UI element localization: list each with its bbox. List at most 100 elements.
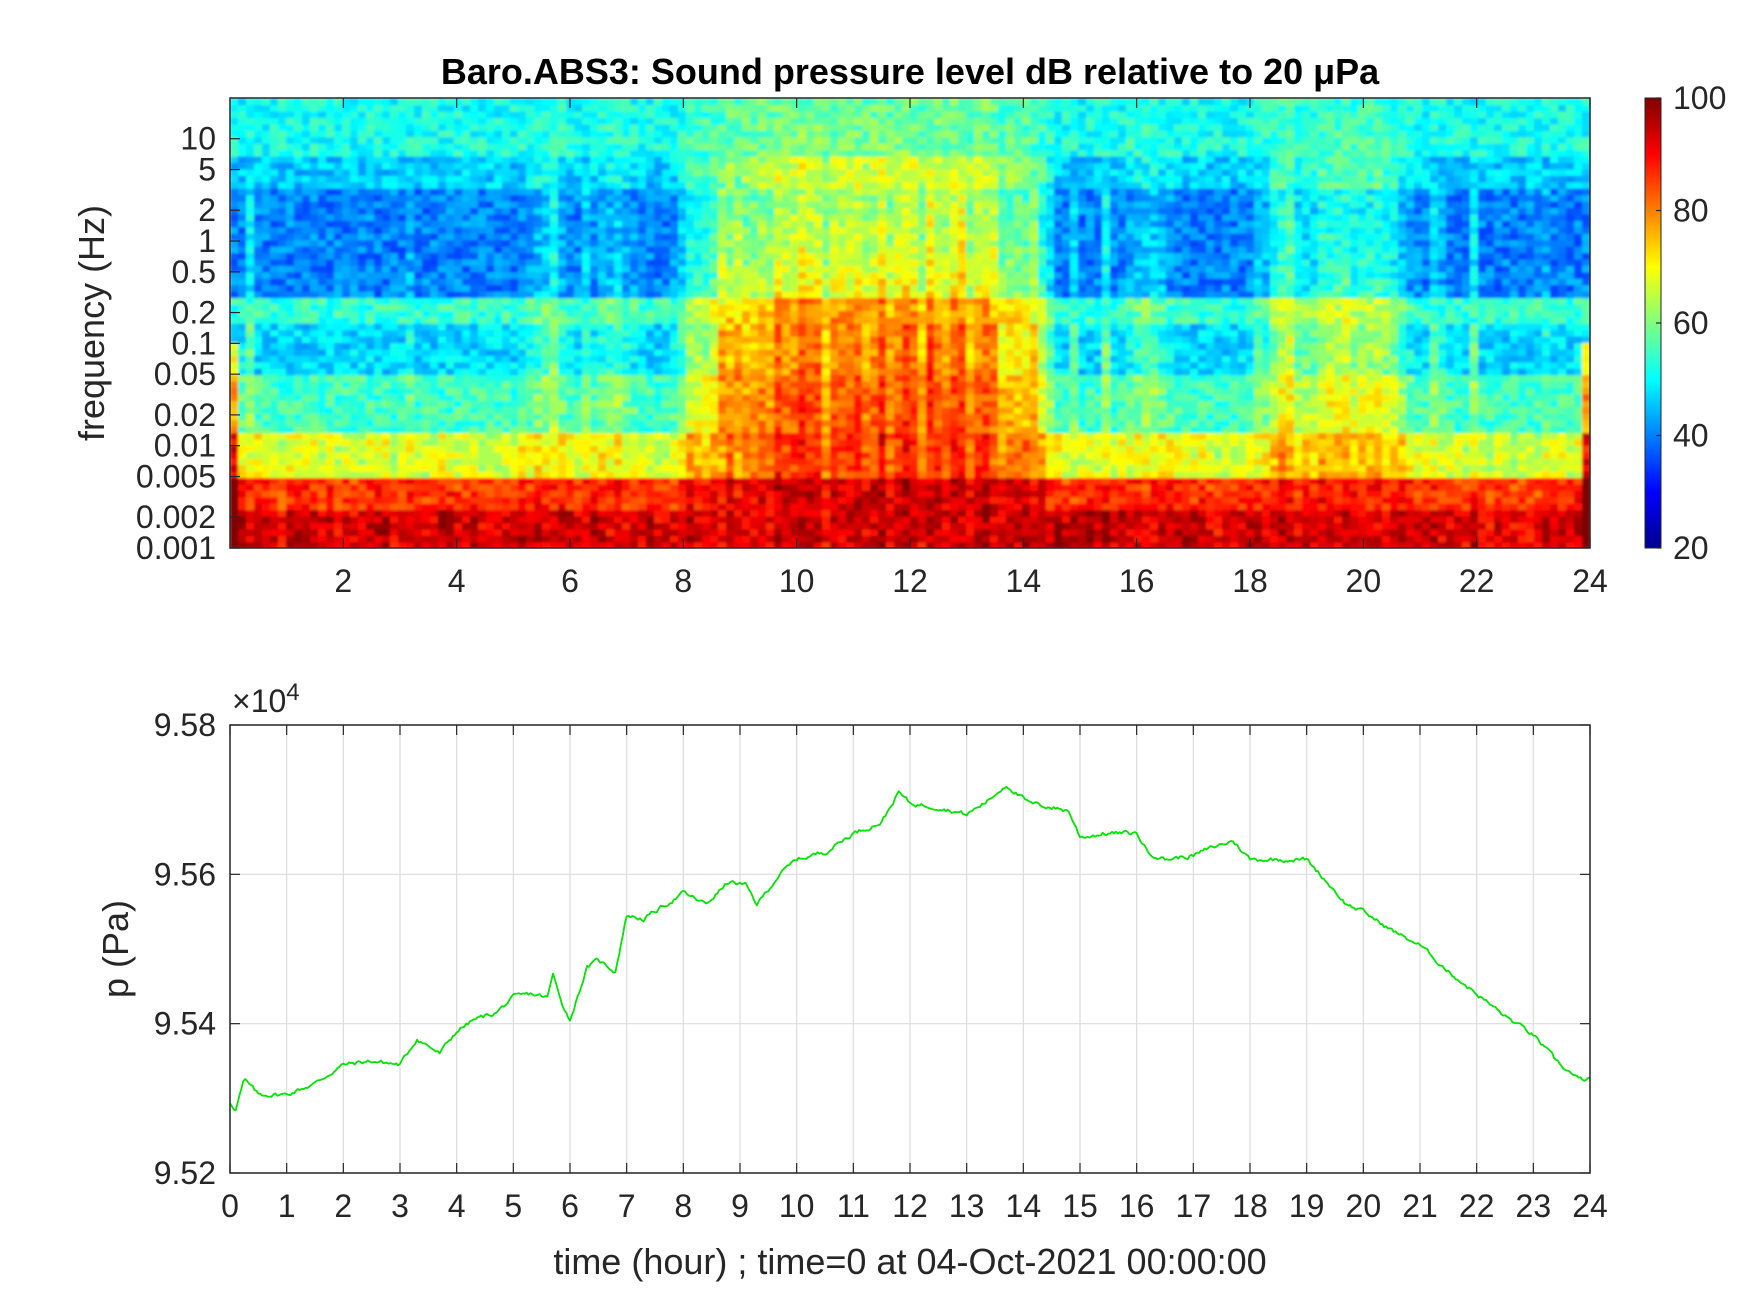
spectrogram-cell xyxy=(654,155,663,164)
spectrogram-cell xyxy=(590,535,599,543)
spectrogram-cell xyxy=(678,175,687,183)
spectrogram-cell xyxy=(670,515,679,524)
spectrogram-cell xyxy=(598,110,607,119)
spectrogram-cell xyxy=(790,136,799,144)
spectrogram-cell xyxy=(302,303,311,311)
spectrogram-cell xyxy=(630,194,639,202)
spectrogram-cell xyxy=(622,278,631,286)
spectrogram-cell xyxy=(734,470,743,479)
spectrogram-cell xyxy=(502,207,511,215)
spectrogram-cell xyxy=(782,400,791,408)
spectrogram-cell xyxy=(590,117,599,125)
spectrogram-cell xyxy=(718,284,727,292)
spectrogram-cell xyxy=(422,323,431,331)
spectrogram-cell xyxy=(542,310,551,318)
spectrogram-cell xyxy=(790,310,799,318)
spectrogram-cell xyxy=(294,188,303,196)
spectrogram-cell xyxy=(702,233,711,241)
spectrogram-cell xyxy=(774,348,783,356)
spectrogram-cell xyxy=(534,284,543,292)
spectrogram-cell xyxy=(550,143,559,151)
spectrogram-cell xyxy=(734,168,743,176)
spectrogram-cell xyxy=(670,233,679,241)
spectrogram-cell xyxy=(606,464,615,472)
spectrogram-cell xyxy=(606,155,615,164)
spectrogram-cell xyxy=(334,522,343,530)
spectrogram-cell xyxy=(766,130,775,138)
spectrogram-cell xyxy=(398,458,407,466)
spectrogram-cell xyxy=(646,522,655,530)
spectrogram-cell xyxy=(318,290,327,299)
spectrogram-cell xyxy=(798,387,807,395)
spectrogram-cell xyxy=(638,425,647,434)
spectrogram-cell xyxy=(366,413,375,421)
spectrogram-cell xyxy=(734,149,743,157)
spectrogram-cell xyxy=(534,445,543,453)
spectrogram-cell xyxy=(366,483,375,491)
spectrogram-cell xyxy=(350,528,359,536)
spectrogram-cell xyxy=(726,503,735,511)
spectrogram-cell xyxy=(422,522,431,530)
spectrogram-cell xyxy=(646,451,655,459)
spectrogram-cell xyxy=(550,393,559,401)
spectrogram-cell xyxy=(374,413,383,421)
spectrogram-cell xyxy=(374,258,383,266)
spectrogram-cell xyxy=(486,245,495,254)
spectrogram-cell xyxy=(262,297,271,305)
spectrogram-cell xyxy=(366,374,375,382)
spectrogram-cell xyxy=(758,258,767,266)
spectrogram-cell xyxy=(774,155,783,164)
spectrogram-cell xyxy=(502,387,511,395)
spectrogram-cell xyxy=(270,239,279,247)
spectrogram-cell xyxy=(382,438,391,446)
spectrogram-cell xyxy=(766,155,775,164)
spectrogram-cell xyxy=(654,110,663,119)
spectrogram-cell xyxy=(462,130,471,138)
spectrogram-cell xyxy=(414,522,423,530)
spectrogram-cell xyxy=(582,143,591,151)
spectrogram-cell xyxy=(694,348,703,356)
spectrogram-cell xyxy=(798,458,807,466)
spectrogram-cell xyxy=(366,419,375,427)
spectrogram-cell xyxy=(630,98,639,106)
spectrogram-cell xyxy=(654,535,663,543)
spectrogram-cell xyxy=(758,110,767,119)
spectrogram-cell xyxy=(686,387,695,395)
spectrogram-cell xyxy=(462,496,471,504)
spectrogram-cell xyxy=(574,528,583,536)
spectrogram-cell xyxy=(390,110,399,119)
spectrogram-cell xyxy=(342,271,351,279)
spectrogram-cell xyxy=(686,290,695,299)
spectrogram-cell xyxy=(638,438,647,446)
spectrogram-cell xyxy=(550,425,559,434)
spectrogram-cell xyxy=(574,477,583,485)
spectrogram-cell xyxy=(678,413,687,421)
spectrogram-cell xyxy=(590,290,599,299)
spectrogram-cell xyxy=(230,535,239,543)
spectrogram-cell xyxy=(758,194,767,202)
spectrogram-cell xyxy=(678,130,687,138)
spectrogram-cell xyxy=(678,432,687,440)
spectrogram-cell xyxy=(534,509,543,517)
spectrogram-cell xyxy=(334,284,343,292)
spectrogram-cell xyxy=(598,297,607,305)
spectrogram-cell xyxy=(502,515,511,524)
spectrogram-cell xyxy=(718,374,727,382)
spectrogram-cell xyxy=(734,445,743,453)
spectrogram-cell xyxy=(774,284,783,292)
spectrogram-cell xyxy=(590,323,599,331)
spectrogram-cell xyxy=(366,528,375,536)
spectrogram-cell xyxy=(694,258,703,266)
spectrogram-cell xyxy=(446,438,455,446)
spectrogram-cell xyxy=(750,528,759,536)
spectrogram-cell xyxy=(406,181,415,189)
spectrogram-cell xyxy=(406,290,415,299)
spectrogram-cell xyxy=(526,464,535,472)
spectrogram-cell xyxy=(246,316,255,324)
spectrogram-cell xyxy=(558,335,567,344)
spectrogram-cell xyxy=(606,130,615,138)
spectrogram-cell xyxy=(550,316,559,324)
spectrogram-cell xyxy=(230,316,239,324)
spectrogram-cell xyxy=(326,432,335,440)
spectrogram-cell xyxy=(230,117,239,125)
